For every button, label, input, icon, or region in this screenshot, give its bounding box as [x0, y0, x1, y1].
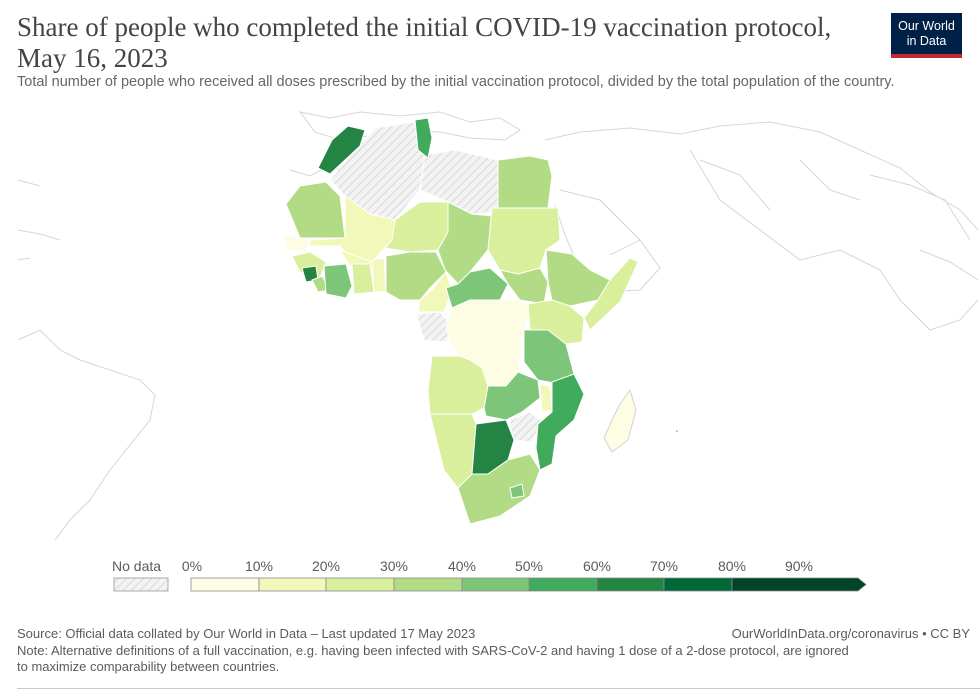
legend-bin-10-20[interactable]	[258, 577, 327, 592]
cote-divoire[interactable]	[323, 263, 353, 299]
mozambique[interactable]	[535, 373, 585, 471]
legend-tick-30: 30%	[380, 558, 408, 574]
legend-bins	[190, 577, 867, 592]
senegal[interactable]	[283, 233, 311, 253]
legend-ticks: 0% 10% 20% 30% 40% 50% 60% 70% 80% 90%	[182, 558, 813, 574]
africa-countries	[283, 117, 679, 525]
somalia[interactable]	[583, 257, 639, 331]
legend-bin-0-10[interactable]	[190, 577, 260, 592]
togo-benin[interactable]	[371, 257, 387, 293]
chart-title: Share of people who completed the initia…	[17, 12, 867, 74]
malawi[interactable]	[539, 383, 553, 413]
legend-bin-80-plus[interactable]	[731, 577, 867, 592]
legend-tick-40: 40%	[448, 558, 476, 574]
legend-tick-90: 90%	[785, 558, 813, 574]
legend-bin-50-60[interactable]	[528, 577, 598, 592]
morocco[interactable]	[317, 125, 366, 175]
legend-tick-60: 60%	[583, 558, 611, 574]
madagascar[interactable]	[603, 388, 637, 453]
legend-tick-80: 80%	[718, 558, 746, 574]
libya[interactable]	[419, 149, 499, 215]
ghana[interactable]	[351, 263, 375, 295]
tunisia[interactable]	[414, 117, 433, 159]
legend-bin-40-50[interactable]	[461, 577, 530, 592]
lesotho[interactable]	[509, 483, 525, 499]
iberia-outline	[289, 164, 346, 177]
legend-tick-0: 0%	[182, 558, 202, 574]
guinea[interactable]	[291, 251, 327, 279]
middle-east-outline	[544, 121, 979, 293]
nigeria[interactable]	[385, 251, 447, 301]
small-island-east[interactable]	[675, 429, 679, 433]
credit-link[interactable]: OurWorldInData.org/coronavirus • CC BY	[731, 626, 970, 641]
no-data-regions	[291, 121, 574, 443]
legend-bin-20-30[interactable]	[325, 577, 395, 592]
legend-tick-20: 20%	[312, 558, 340, 574]
legend-bin-70-80[interactable]	[663, 577, 733, 592]
legend-tick-50: 50%	[515, 558, 543, 574]
logo-text-line1: Our World	[898, 19, 955, 33]
legend-no-data-swatch[interactable]	[113, 577, 169, 592]
south-america-outline	[17, 329, 156, 540]
legend-tick-10: 10%	[245, 558, 273, 574]
legend-tick-70: 70%	[650, 558, 678, 574]
south-sudan[interactable]	[499, 267, 549, 305]
south-africa[interactable]	[457, 453, 541, 525]
legend-bin-30-40[interactable]	[393, 577, 463, 592]
world-outline	[17, 111, 979, 540]
asia-outline	[689, 149, 979, 331]
legend-bin-60-70[interactable]	[596, 577, 665, 592]
arabia-interior-outline	[599, 159, 861, 256]
caribbean-outline	[17, 179, 61, 261]
logo-text-line2: in Data	[906, 34, 947, 48]
egypt[interactable]	[497, 155, 553, 209]
chart-subtitle: Total number of people who received all …	[17, 74, 895, 90]
zambia[interactable]	[483, 371, 541, 421]
color-legend: No data 0% 10% 20% 30% 40% 50% 60% 70% 8…	[112, 558, 867, 592]
note-text-line2: to maximize comparability between countr…	[17, 659, 280, 674]
source-text: Source: Official data collated by Our Wo…	[17, 626, 476, 641]
africa-choropleth-map	[17, 111, 979, 540]
chart-title-line1: Share of people who completed the initia…	[17, 12, 832, 42]
owid-logo[interactable]: Our World in Data	[891, 13, 962, 58]
note-text-line1: Note: Alternative definitions of a full …	[17, 643, 849, 658]
mauritania[interactable]	[285, 181, 346, 239]
legend-no-data-label: No data	[112, 558, 161, 574]
chart-title-line2: May 16, 2023	[17, 43, 168, 73]
footer-divider	[17, 688, 980, 689]
